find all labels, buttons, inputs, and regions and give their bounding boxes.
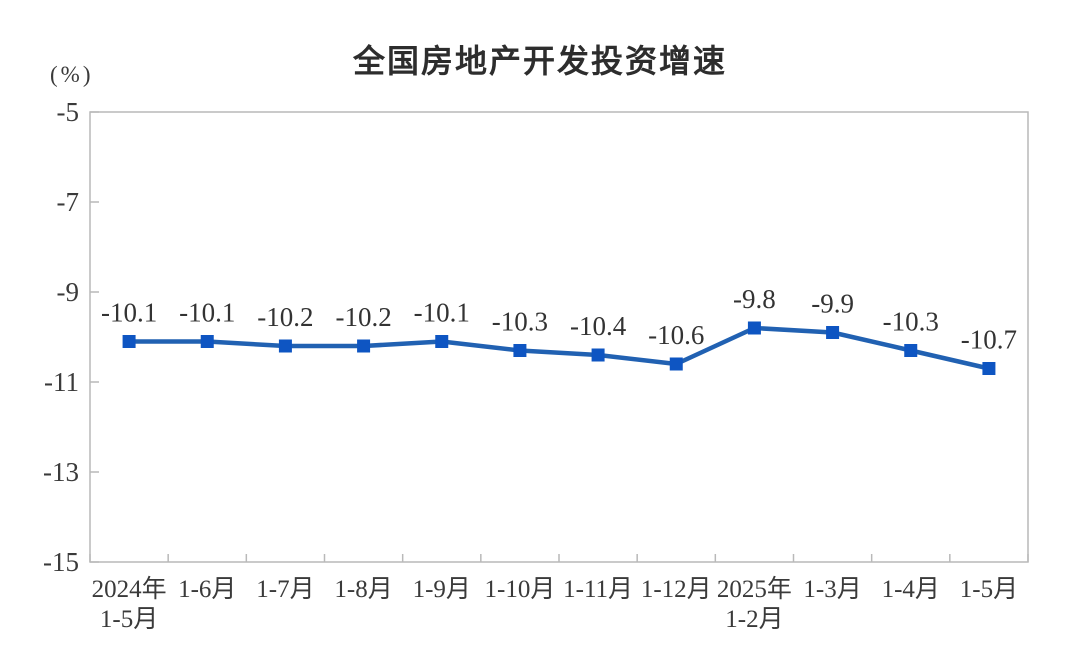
x-axis-category-label: 1-4月 bbox=[882, 576, 940, 603]
data-point-marker bbox=[513, 344, 527, 357]
data-point-label: -9.8 bbox=[733, 284, 776, 314]
x-axis-category-label: 1-11月 bbox=[563, 576, 633, 603]
y-axis-unit-label: (%) bbox=[50, 62, 94, 87]
data-point-label: -10.3 bbox=[492, 307, 548, 337]
x-axis-category-label: 1-7月 bbox=[256, 576, 314, 603]
data-point-label: -10.2 bbox=[335, 302, 391, 332]
data-point-label: -10.3 bbox=[883, 307, 939, 337]
plot-border bbox=[89, 111, 1029, 563]
data-point-label: -9.9 bbox=[811, 289, 854, 319]
data-point-marker bbox=[357, 339, 371, 353]
x-axis-category-label: 2025年 bbox=[717, 575, 792, 603]
data-point-marker bbox=[904, 344, 918, 357]
data-point-marker bbox=[122, 335, 136, 348]
data-point-marker bbox=[435, 335, 449, 348]
y-axis-tick-label: -7 bbox=[57, 187, 80, 217]
x-axis-category-label: 1-5月 bbox=[100, 606, 158, 633]
data-point-label: -10.7 bbox=[961, 325, 1017, 355]
data-point-label: -10.4 bbox=[570, 311, 627, 341]
data-point-label: -10.6 bbox=[648, 320, 704, 350]
data-point-label: -10.2 bbox=[257, 302, 313, 332]
y-axis-tick-label: -13 bbox=[43, 457, 79, 487]
x-axis-category-label: 1-10月 bbox=[485, 576, 556, 603]
chart-title: 全国房地产开发投资增速 bbox=[352, 43, 727, 79]
data-point-marker bbox=[982, 362, 996, 375]
data-point-label: -10.1 bbox=[179, 298, 235, 328]
data-point-marker bbox=[591, 348, 605, 362]
x-axis-category-label: 1-9月 bbox=[413, 576, 471, 603]
data-point-marker bbox=[747, 321, 761, 335]
x-axis-category-label: 1-3月 bbox=[803, 576, 861, 603]
y-axis-tick-label: -15 bbox=[43, 547, 79, 577]
x-axis-category-label: 1-2月 bbox=[725, 606, 783, 633]
data-point-marker bbox=[669, 357, 683, 371]
data-point-marker bbox=[278, 339, 292, 353]
data-line bbox=[126, 325, 992, 371]
x-axis-category-label: 1-12月 bbox=[641, 576, 712, 603]
data-point-marker bbox=[826, 326, 840, 339]
y-axis-tick-label: -9 bbox=[57, 277, 80, 307]
x-axis-category-label: 1-6月 bbox=[178, 576, 236, 603]
y-axis-tick-label: -11 bbox=[44, 367, 79, 397]
data-point-label: -10.1 bbox=[414, 298, 470, 328]
x-axis-category-label: 1-8月 bbox=[334, 576, 392, 603]
data-point-label: -10.1 bbox=[101, 298, 157, 328]
x-axis-category-label: 1-5月 bbox=[960, 576, 1018, 603]
data-point-marker bbox=[200, 335, 214, 348]
y-axis-tick-label: -5 bbox=[57, 97, 80, 127]
x-axis-category-label: 2024年 bbox=[92, 575, 167, 603]
